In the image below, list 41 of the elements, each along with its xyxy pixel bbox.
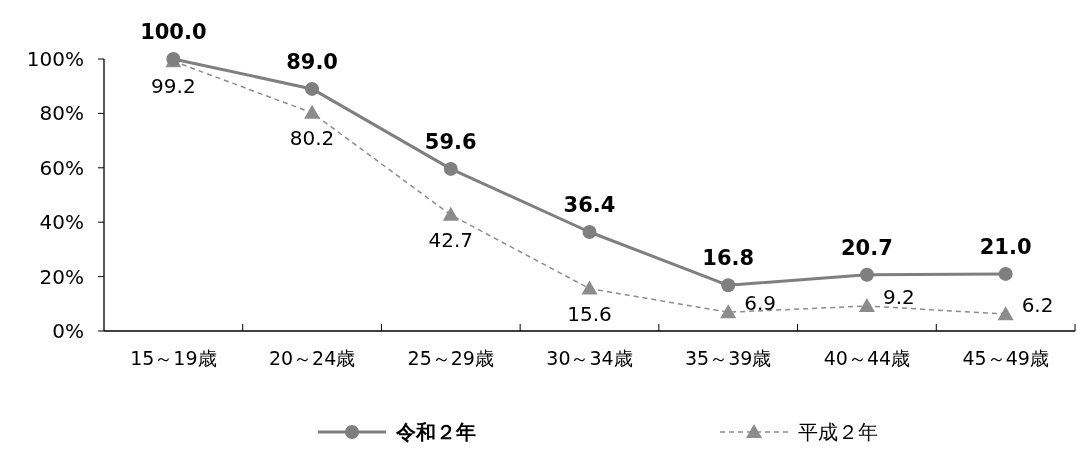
y-tick-label: 20% [39,264,84,289]
point [720,304,737,319]
data-label: 6.9 [744,291,777,316]
data-label: 20.7 [841,235,893,260]
point [858,297,875,312]
point [443,161,458,176]
point [997,306,1014,321]
legend-label: 平成２年 [798,420,878,444]
x-tick-label: 25～29歳 [407,347,494,369]
point [305,81,320,96]
data-label: 59.6 [424,129,477,154]
x-tick-label: 40～44歳 [823,347,911,369]
x-tick-label: 15～19歳 [130,347,217,369]
x-tick-label: 20～24歳 [268,347,356,369]
y-tick-label: 40% [39,210,84,235]
point [582,224,597,239]
data-label: 15.6 [567,301,612,326]
data-label: 99.2 [151,74,196,99]
point [442,206,459,221]
legend-label: 令和２年 [395,420,476,444]
y-tick-label: 60% [39,155,84,180]
y-tick-label: 80% [39,101,84,126]
data-label: 80.2 [289,125,335,150]
data-label: 6.2 [1021,293,1054,318]
point [998,266,1013,281]
point [304,104,321,119]
x-tick-label: 35～39歳 [685,347,772,369]
x-tick-label: 30～34歳 [546,347,633,369]
point [581,280,598,295]
point [859,267,874,282]
point [721,278,736,293]
data-label: 42.7 [428,227,474,252]
data-label: 36.4 [563,192,616,217]
data-label: 21.0 [979,234,1032,259]
data-label: 100.0 [140,20,207,44]
y-tick-label: 0% [52,319,84,343]
data-label: 16.8 [702,246,755,271]
data-label: 89.0 [286,49,338,74]
x-tick-label: 45～49歳 [962,347,1049,369]
data-label: 9.2 [882,284,915,309]
y-tick-label: 100% [26,47,84,71]
